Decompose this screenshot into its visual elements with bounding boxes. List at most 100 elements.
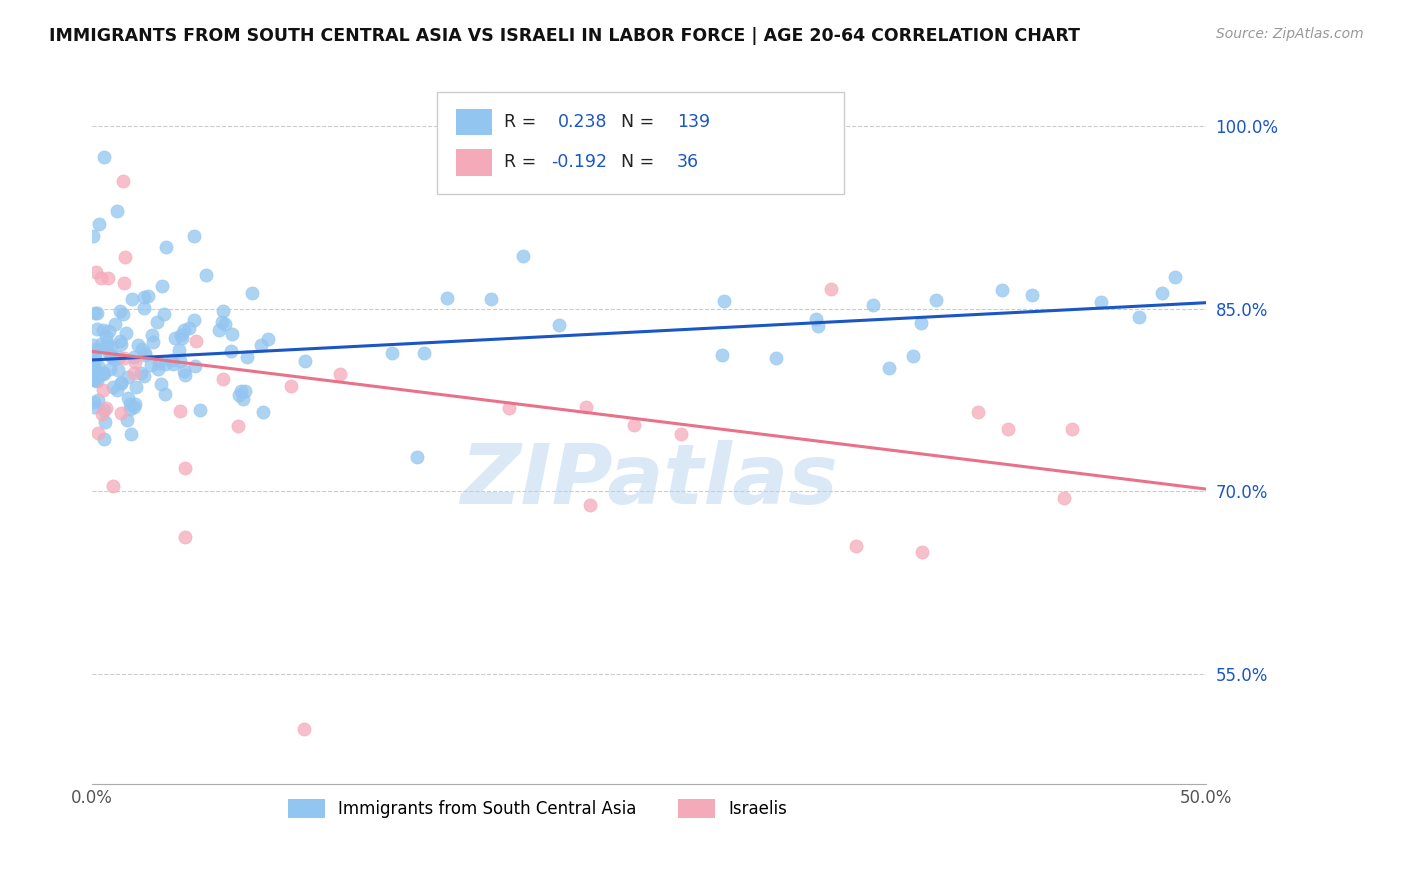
Point bbox=[877, 360, 900, 375]
Point bbox=[86, 322, 108, 336]
Point bbox=[112, 351, 135, 366]
Point bbox=[100, 348, 122, 362]
Point bbox=[103, 478, 125, 492]
Text: R =: R = bbox=[505, 153, 541, 171]
Point bbox=[412, 346, 434, 360]
Point bbox=[713, 293, 735, 308]
Point bbox=[83, 373, 105, 387]
Point bbox=[86, 306, 108, 320]
Point bbox=[292, 722, 315, 736]
Point bbox=[174, 368, 197, 383]
Point bbox=[103, 380, 125, 394]
Point bbox=[903, 349, 925, 363]
Point bbox=[575, 401, 598, 415]
Point bbox=[150, 278, 173, 293]
Point bbox=[132, 290, 155, 304]
Text: -0.192: -0.192 bbox=[551, 153, 607, 171]
Point bbox=[110, 406, 132, 420]
Point bbox=[86, 374, 108, 388]
Point bbox=[132, 301, 155, 315]
Point bbox=[623, 417, 645, 432]
Point bbox=[93, 403, 115, 417]
Point bbox=[141, 359, 163, 373]
Point bbox=[115, 326, 138, 341]
Point bbox=[96, 328, 118, 343]
Point bbox=[121, 292, 143, 306]
Point bbox=[125, 380, 148, 394]
Point bbox=[214, 317, 236, 331]
Point bbox=[173, 460, 195, 475]
Point bbox=[90, 271, 112, 285]
Point bbox=[820, 282, 842, 296]
Point bbox=[93, 366, 115, 380]
Point bbox=[169, 353, 191, 368]
Point bbox=[91, 383, 114, 397]
Point bbox=[83, 306, 105, 320]
Point bbox=[89, 368, 111, 382]
Point bbox=[118, 397, 141, 411]
Point bbox=[765, 351, 787, 366]
Point bbox=[219, 343, 242, 358]
Point bbox=[966, 405, 988, 419]
Point bbox=[1053, 491, 1076, 505]
Point bbox=[104, 318, 127, 332]
Point bbox=[110, 337, 132, 351]
Point bbox=[122, 400, 145, 414]
Point bbox=[498, 401, 520, 415]
Point bbox=[110, 376, 132, 391]
Point bbox=[240, 286, 263, 301]
Point bbox=[170, 328, 193, 343]
Point bbox=[111, 307, 134, 321]
Point bbox=[807, 319, 830, 334]
Point bbox=[117, 369, 139, 384]
Point bbox=[93, 433, 115, 447]
Text: N =: N = bbox=[621, 113, 659, 131]
Point bbox=[84, 373, 107, 387]
Point bbox=[155, 357, 177, 371]
Point bbox=[173, 364, 195, 378]
Point bbox=[174, 530, 197, 544]
Point bbox=[184, 334, 207, 348]
Point bbox=[163, 330, 186, 344]
Point bbox=[110, 376, 132, 390]
Point bbox=[110, 304, 132, 318]
Text: N =: N = bbox=[621, 153, 659, 171]
Point bbox=[155, 387, 177, 401]
Point bbox=[579, 499, 602, 513]
Text: R =: R = bbox=[505, 113, 541, 131]
Point bbox=[134, 349, 156, 363]
Point bbox=[90, 407, 112, 421]
Point bbox=[669, 427, 692, 442]
Point bbox=[87, 392, 110, 407]
Point bbox=[183, 313, 205, 327]
Point bbox=[112, 174, 135, 188]
Point bbox=[120, 426, 142, 441]
Point bbox=[136, 289, 159, 303]
Point bbox=[179, 321, 201, 335]
Point bbox=[1021, 288, 1043, 302]
Point bbox=[105, 383, 128, 397]
FancyBboxPatch shape bbox=[437, 92, 844, 194]
Text: 139: 139 bbox=[676, 113, 710, 131]
Point bbox=[96, 334, 118, 349]
Point bbox=[91, 367, 114, 381]
Point bbox=[167, 343, 190, 358]
Point bbox=[86, 359, 108, 373]
Point bbox=[229, 384, 252, 399]
Point bbox=[924, 293, 946, 307]
Point bbox=[153, 307, 176, 321]
Point bbox=[132, 368, 155, 383]
Point bbox=[84, 265, 107, 279]
Point bbox=[107, 204, 129, 219]
Point bbox=[233, 384, 256, 399]
Point bbox=[83, 360, 105, 375]
Point bbox=[84, 346, 107, 360]
Point bbox=[86, 342, 108, 356]
Point bbox=[98, 361, 121, 376]
Point bbox=[91, 324, 114, 338]
Point bbox=[160, 353, 183, 368]
Point bbox=[1152, 285, 1174, 300]
Point bbox=[381, 346, 404, 360]
Point bbox=[117, 413, 139, 427]
Point bbox=[83, 395, 105, 409]
